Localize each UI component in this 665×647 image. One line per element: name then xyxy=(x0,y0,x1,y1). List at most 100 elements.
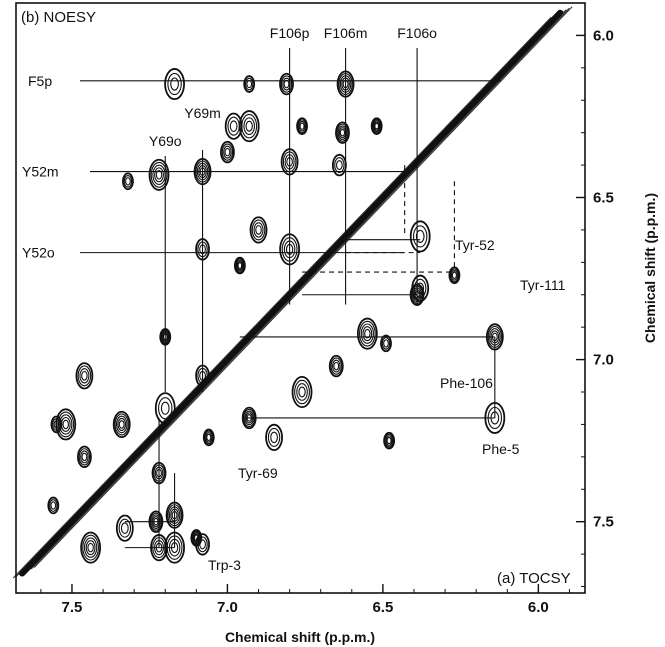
contour-ring xyxy=(380,334,392,353)
contour-ring xyxy=(165,501,184,529)
contour-ring xyxy=(80,531,102,564)
cross-peak xyxy=(50,415,63,434)
contour-ring xyxy=(195,533,210,556)
contour-ring xyxy=(381,337,391,350)
contour-ring xyxy=(55,408,77,441)
contour-ring xyxy=(161,331,170,343)
diagonal-contour xyxy=(12,16,552,579)
contour-ring xyxy=(199,244,206,255)
contour-ring xyxy=(330,357,342,375)
contour-ring xyxy=(120,522,129,534)
contour-ring xyxy=(342,79,349,89)
cross-peak xyxy=(243,75,256,93)
x-tick-label: 7.5 xyxy=(62,599,83,616)
contour-ring xyxy=(167,72,182,96)
contour-ring xyxy=(279,72,294,96)
contour-ring xyxy=(77,365,92,387)
contour-ring xyxy=(412,225,428,248)
contour-ring xyxy=(253,222,264,238)
y-tick-label: 7.5 xyxy=(593,514,614,531)
y-axis-title: Chemical shift (p.p.m.) xyxy=(642,193,658,343)
contour-ring xyxy=(291,376,313,409)
x-tick-label: 6.0 xyxy=(528,599,549,616)
contour-ring xyxy=(52,418,61,431)
cross-peak xyxy=(241,406,257,430)
contour-ring xyxy=(283,79,290,89)
diagonal-line xyxy=(19,9,564,577)
contour-ring xyxy=(280,148,299,176)
contour-ring xyxy=(199,539,206,550)
contour-ring xyxy=(448,266,461,285)
cross-peak xyxy=(80,531,102,564)
tocsy-panel-label: (a) TOCSY xyxy=(497,570,571,587)
contour-ring xyxy=(152,164,166,186)
cross-peak xyxy=(195,238,210,261)
contour-ring xyxy=(238,110,260,143)
contour-ring xyxy=(197,536,208,553)
contour-ring xyxy=(341,77,350,91)
contour-ring xyxy=(154,466,164,480)
annotation-label: Y69m xyxy=(184,105,221,121)
cross-peak xyxy=(280,148,299,176)
contour-ring xyxy=(155,542,163,553)
contour-ring xyxy=(485,323,504,351)
cross-peak xyxy=(202,428,215,447)
contour-ring xyxy=(156,468,162,478)
cross-peak xyxy=(356,317,378,350)
cross-peak xyxy=(112,410,131,439)
contour-ring xyxy=(164,68,185,101)
contour-ring xyxy=(233,256,246,275)
cross-peak xyxy=(115,514,134,542)
contour-ring xyxy=(57,411,75,438)
contour-ring xyxy=(335,160,343,171)
contour-ring xyxy=(267,427,281,447)
contour-ring xyxy=(358,320,376,347)
contour-ring xyxy=(294,379,310,405)
cross-peak xyxy=(77,445,92,469)
contour-ring xyxy=(244,410,255,426)
contour-ring xyxy=(281,237,298,262)
contour-ring xyxy=(197,241,208,258)
cross-peak xyxy=(159,328,172,346)
contour-ring xyxy=(283,240,296,259)
contour-ring xyxy=(53,420,60,429)
contour-ring xyxy=(364,328,371,339)
contour-ring xyxy=(227,116,240,136)
cross-peak xyxy=(195,533,210,556)
contour-ring xyxy=(450,270,458,281)
contour-ring xyxy=(123,174,133,188)
contour-ring xyxy=(160,329,170,345)
cross-peak xyxy=(296,117,308,135)
contour-ring xyxy=(331,153,347,177)
cross-peak xyxy=(148,158,170,191)
contour-ring xyxy=(489,328,501,346)
contour-ring xyxy=(162,332,169,342)
contour-ring xyxy=(386,436,392,445)
cross-peak xyxy=(193,157,212,186)
contour-ring xyxy=(170,542,179,554)
contour-ring xyxy=(154,167,164,183)
contour-ring xyxy=(160,401,170,415)
contour-ring xyxy=(371,119,382,134)
contour-ring xyxy=(153,517,159,526)
diagonal-band xyxy=(12,6,573,579)
contour-ring xyxy=(243,408,256,428)
contour-ring xyxy=(167,504,182,527)
cross-peak xyxy=(380,334,392,353)
cross-peak xyxy=(151,461,167,485)
contour-ring xyxy=(199,167,206,176)
contour-ring xyxy=(49,499,58,512)
cross-peak xyxy=(383,431,396,450)
contour-ring xyxy=(206,433,212,442)
contour-ring xyxy=(81,452,88,462)
annotation-label: Tyr-69 xyxy=(238,465,278,481)
contour-ring xyxy=(251,219,266,241)
contour-ring xyxy=(334,157,345,174)
contour-ring xyxy=(246,414,252,422)
contour-ring xyxy=(372,120,381,133)
cross-peak xyxy=(328,354,344,378)
cross-peak xyxy=(291,376,313,409)
contour-ring xyxy=(223,145,232,159)
